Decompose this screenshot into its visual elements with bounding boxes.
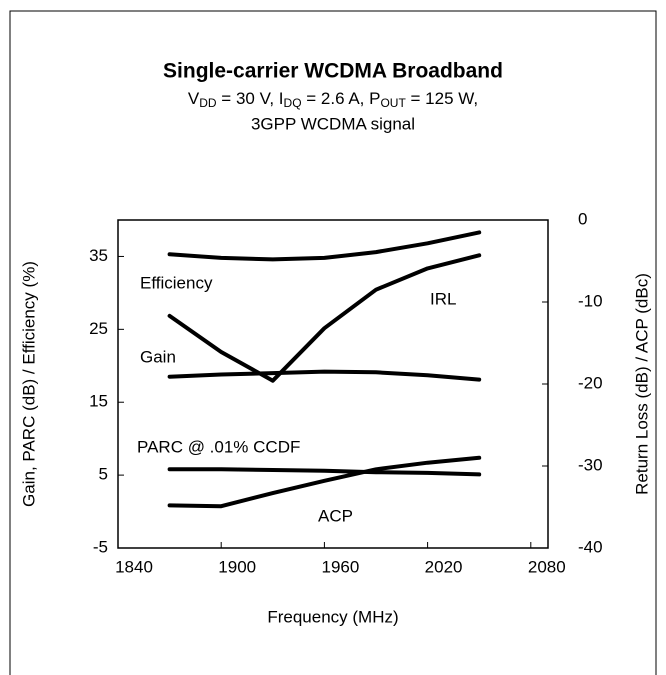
subscript: DQ [284,96,302,110]
y2-axis-label: Return Loss (dB) / ACP (dBc) [632,273,651,495]
subtitle-part: = 30 V, I [217,89,284,108]
chart-subtitle: 3GPP WCDMA signal [251,114,415,133]
x-tick-label: 1840 [115,557,153,576]
chart-title: Single-carrier WCDMA Broadband [163,60,503,83]
x-tick-label: 2020 [425,557,463,576]
series-label: ACP [318,506,353,525]
y2-tick-label: -20 [578,373,603,392]
subtitle-part: = 125 W, [406,89,478,108]
series-line [167,455,482,509]
series-label: PARC @ .01% CCDF [137,437,300,456]
frame [9,10,657,675]
subtitle-part: V [188,89,200,108]
series-line [167,467,482,477]
plot-area [117,219,549,549]
y2-tick-label: -40 [578,537,603,556]
y-tick-label: 5 [99,465,108,484]
x-tick-label: 1900 [218,557,256,576]
x-tick-label: 1960 [321,557,359,576]
series-line [167,230,482,262]
y-tick-label: 25 [89,319,108,338]
x-axis-label: Frequency (MHz) [267,607,398,626]
series-label: Gain [140,347,176,366]
y2-tick-label: -30 [578,455,603,474]
y-tick-label: 15 [89,392,108,411]
subscript: DD [199,96,217,110]
y-tick-label: 35 [89,246,108,265]
x-tick-label: 2080 [528,557,566,576]
y2-tick-label: 0 [578,209,587,228]
series-line [167,369,482,382]
subscript: OUT [380,96,406,110]
series-line [167,253,482,383]
series-label: Efficiency [140,273,213,292]
y-tick-label: -5 [93,537,108,556]
y-axis-label: Gain, PARC (dB) / Efficiency (%) [19,261,38,507]
chart-subtitle: VDD = 30 V, IDQ = 2.6 A, POUT = 125 W, [188,89,478,110]
series-label: IRL [430,289,456,308]
y2-tick-label: -10 [578,291,603,310]
subtitle-part: = 2.6 A, P [302,89,381,108]
